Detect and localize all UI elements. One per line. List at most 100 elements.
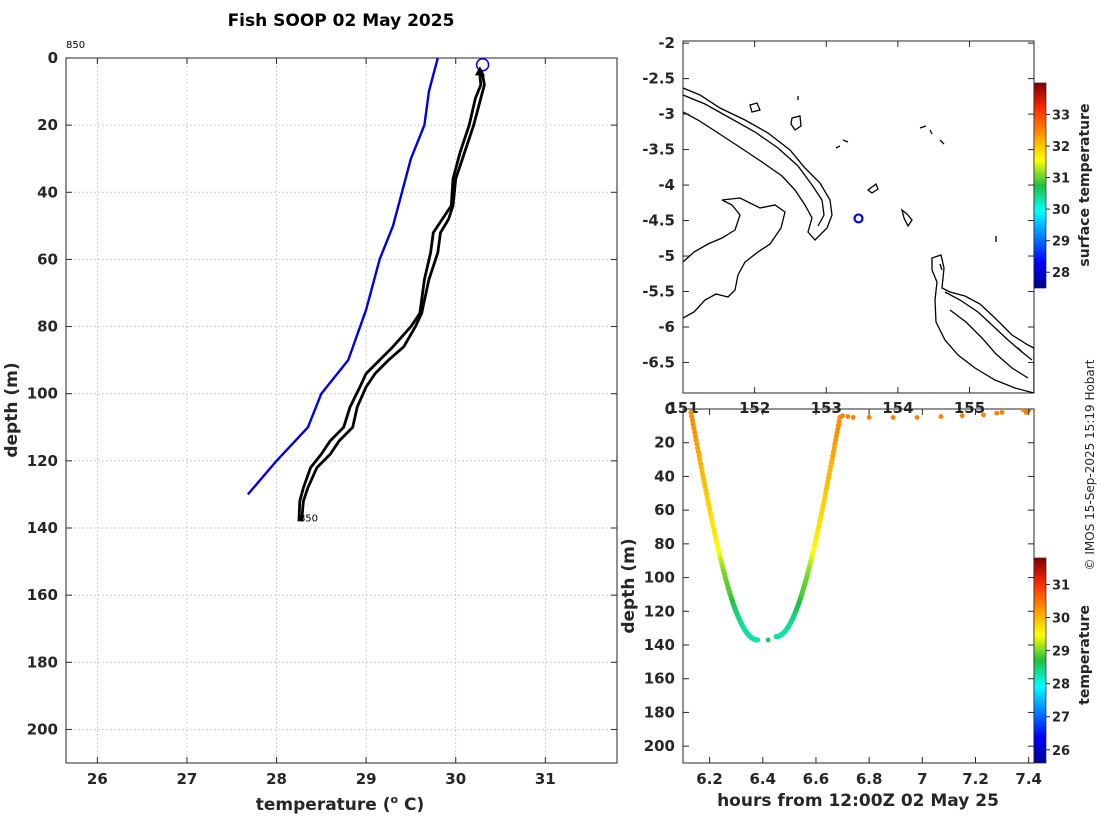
map-y-ticks: -2 -2.5 -3 -3.5 -4 -4.5 -5 -5.5 -6 -6.5 xyxy=(642,34,1034,371)
timeseries-point xyxy=(765,637,771,643)
timeseries-point-descent xyxy=(692,429,698,435)
timeseries-y-tick-label: 40 xyxy=(654,467,675,485)
profile-annotation: 850 xyxy=(299,513,318,524)
map-y-tick-label: -2 xyxy=(658,34,675,52)
timeseries-x-tick-label: 6.4 xyxy=(749,770,776,788)
profile-line-profile-2 xyxy=(297,74,483,522)
profile-line-profile-1 xyxy=(300,74,486,522)
timeseries-point-descent xyxy=(698,464,704,470)
surface-temp-colorbar-ticks: 28 29 30 31 32 33 xyxy=(1046,109,1070,281)
timeseries-y-tick-label: 140 xyxy=(644,636,675,654)
timeseries-x-tick-label: 6.8 xyxy=(856,770,883,788)
profile-x-tick-label: 29 xyxy=(356,770,377,788)
islet-5 xyxy=(797,96,1023,353)
profile-x-label: temperature (o C) xyxy=(256,793,425,815)
temperature-colorbar-tick-label: 28 xyxy=(1052,678,1070,693)
temperature-colorbar-ticks: 26 27 28 29 30 31 xyxy=(1046,578,1070,759)
timeseries-y-tick-label: 100 xyxy=(644,569,675,587)
profile-y-label: depth (m) xyxy=(2,362,22,457)
profile-x-tick-label: 30 xyxy=(445,770,466,788)
location-map: 151 152 153 154 155 -2-2.5-3-3.5-4-4.5-5-5.5… xyxy=(642,34,1093,417)
timeseries-y-tick-label: 120 xyxy=(644,602,675,620)
timeseries-point-descent xyxy=(688,409,694,415)
timeseries-point xyxy=(981,412,986,418)
temperature-colorbar-label: temperature xyxy=(1077,605,1093,705)
timeseries-point-descent xyxy=(695,449,702,455)
map-x-tick-label: 152 xyxy=(739,399,770,417)
map-y-tick-label: -3 xyxy=(658,105,675,123)
timeseries-point xyxy=(890,415,896,420)
timeseries-plot: 6.2 6.4 6.6 6.8 7 7.2 7.4 0 20 40 60 80 100 120 140 16… xyxy=(619,400,1093,811)
timeseries-y-tick-label: 60 xyxy=(654,501,675,519)
map-y-tick-label: -2.5 xyxy=(642,70,675,88)
station-marker xyxy=(853,213,864,224)
timeseries-point xyxy=(850,415,856,420)
profile-x-tick-label: 26 xyxy=(87,770,108,788)
timeseries-point-descent xyxy=(691,425,697,431)
timeseries-point-descent xyxy=(697,457,703,463)
temperature-colorbar-tick-label: 26 xyxy=(1052,744,1070,759)
map-x-tick-label: 155 xyxy=(954,399,985,417)
profile-x-tick-label: 31 xyxy=(535,770,556,788)
surface-temp-colorbar-tick-label: 31 xyxy=(1052,172,1070,187)
coastline-west xyxy=(683,199,741,263)
timeseries-x-tick-label: 7 xyxy=(917,770,927,788)
surface-temp-colorbar-tick-label: 28 xyxy=(1052,266,1070,281)
map-x-tick-label: 154 xyxy=(882,399,913,417)
surface-temp-colorbar-tick-label: 33 xyxy=(1052,109,1070,124)
profile-axes-box xyxy=(65,57,618,764)
coastline-new-ireland xyxy=(683,197,786,319)
timeseries-x-tick-label: 6.6 xyxy=(803,770,830,788)
timeseries-point xyxy=(840,413,845,419)
map-y-tick-label: -6 xyxy=(658,318,675,336)
coastline-new-britain-north xyxy=(683,87,833,241)
profile-y-tick-label: 180 xyxy=(27,653,58,671)
temperature-colorbar-tick-label: 27 xyxy=(1052,711,1070,726)
profile-x-ticks: 26 27 28 29 30 31 xyxy=(87,58,556,788)
profile-grid xyxy=(66,57,617,763)
coastline-new-britain-inner xyxy=(683,94,825,227)
islet-4 xyxy=(900,208,913,228)
timeseries-point xyxy=(845,414,851,419)
timeseries-x-tick-label: 7.4 xyxy=(1015,770,1042,788)
timeseries-x-tick-label: 7.2 xyxy=(962,770,989,788)
timeseries-point-descent xyxy=(692,433,699,439)
profile-annotation: 850 xyxy=(66,40,85,51)
profile-start-circle-marker xyxy=(475,57,490,72)
profile-y-tick-label: 80 xyxy=(37,318,58,336)
map-y-tick-label: -4.5 xyxy=(642,212,675,230)
surface-temp-colorbar xyxy=(1033,82,1047,289)
islet-3 xyxy=(749,102,761,113)
timeseries-y-tick-label: 200 xyxy=(644,737,675,755)
profile-start-triangle-marker xyxy=(474,66,485,76)
timeseries-point-descent xyxy=(690,421,696,427)
profile-y-tick-label: 20 xyxy=(37,116,58,134)
map-y-tick-label: -4 xyxy=(658,176,675,194)
islet-1 xyxy=(866,182,879,194)
timeseries-point xyxy=(866,415,872,420)
profile-y-tick-label: 120 xyxy=(27,452,58,470)
timeseries-point xyxy=(994,410,1000,416)
surface-temp-colorbar-tick-label: 30 xyxy=(1052,203,1070,218)
profile-lines xyxy=(246,57,490,522)
timeseries-x-label: hours from 12:00Z 02 May 25 xyxy=(717,791,999,811)
profile-annotations: 850 850 xyxy=(66,40,318,524)
temperature-colorbar xyxy=(1033,557,1047,764)
timeseries-y-tick-label: 160 xyxy=(644,670,675,688)
timeseries-y-label: depth (m) xyxy=(619,538,639,633)
temperature-colorbar-tick-label: 30 xyxy=(1052,612,1070,627)
profile-y-tick-label: 40 xyxy=(37,183,58,201)
timeseries-point xyxy=(959,413,965,419)
timeseries-y-tick-label: 20 xyxy=(654,434,675,452)
timeseries-y-tick-label: 80 xyxy=(654,535,675,553)
profile-y-ticks: 0 20 40 60 80 100 120 140 160 180 200 xyxy=(27,49,617,738)
timeseries-point-descent xyxy=(696,453,702,459)
timeseries-point xyxy=(938,414,944,419)
coastline-bougainville xyxy=(931,254,1034,393)
profile-line-reference xyxy=(246,57,439,496)
surface-temp-colorbar-tick-label: 32 xyxy=(1052,140,1070,155)
timeseries-point-descent xyxy=(689,417,696,423)
timeseries-point-descent xyxy=(689,413,695,419)
timeseries-point-descent xyxy=(754,637,761,643)
